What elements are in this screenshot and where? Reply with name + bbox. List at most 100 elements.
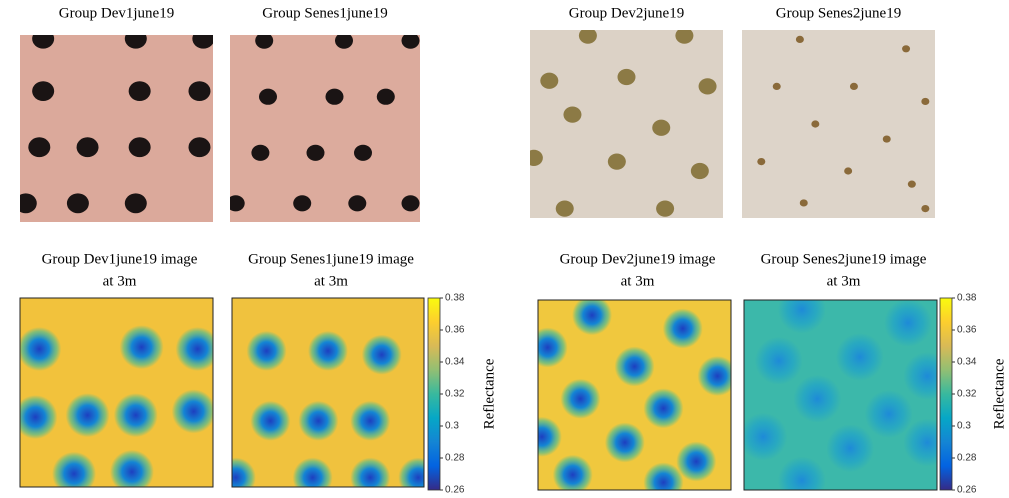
colorbar — [939, 297, 953, 491]
heat-blob — [560, 378, 601, 419]
colorbar-tick-label: 0.38 — [957, 293, 977, 304]
heat-blob — [65, 393, 110, 438]
heat-blob — [20, 327, 62, 372]
heatmap-frame — [19, 297, 214, 488]
plant — [188, 137, 211, 158]
heat-blob — [361, 334, 402, 375]
heat-blob — [20, 395, 58, 440]
plant — [540, 72, 559, 89]
plant — [32, 35, 55, 49]
plant — [348, 195, 367, 212]
heat-blob — [398, 457, 424, 487]
heat-blob — [538, 416, 562, 457]
heat-blob — [232, 457, 256, 487]
colorbar-tick-label: 0.26 — [957, 485, 977, 496]
heatmap-title: Group Senes2june19 image — [761, 251, 927, 267]
colorbar-tick-label: 0.36 — [445, 325, 465, 336]
plant — [921, 205, 930, 213]
heat-blob — [298, 400, 339, 441]
heat-blob — [697, 356, 731, 396]
heatmap-title: Group Senes1june19 image — [248, 251, 414, 267]
plant — [795, 35, 804, 44]
heat-blob — [175, 327, 213, 372]
heatmap-title: Group Dev2june19 image — [560, 251, 716, 267]
plant — [76, 137, 99, 158]
plant — [563, 106, 582, 123]
heat-blob — [777, 456, 826, 490]
plant — [335, 35, 353, 49]
heat-blob — [113, 393, 158, 438]
panels: Group Dev1june19 Group Senes1june19 Group … — [19, 5, 1007, 496]
plant — [66, 193, 89, 214]
plant — [555, 200, 574, 217]
colorbar-tick-label: 0.3 — [445, 421, 459, 432]
heat-blob — [171, 389, 213, 434]
heat-blob — [308, 330, 348, 371]
photo-image — [20, 35, 213, 214]
photo-title: Group Dev1june19 — [59, 5, 174, 21]
colorbar-tick-label: 0.26 — [445, 485, 465, 496]
plant — [325, 88, 344, 105]
plant — [124, 193, 147, 214]
photo-image — [757, 35, 930, 213]
heatmap-title: at 3m — [314, 273, 348, 289]
plant — [124, 35, 147, 49]
heatmap-title: at 3m — [827, 273, 861, 289]
photo-image — [530, 30, 717, 217]
plant — [811, 120, 820, 128]
plant — [844, 167, 853, 175]
heat-blob — [903, 418, 937, 467]
heat-blob — [903, 352, 937, 400]
heat-blob — [552, 454, 593, 490]
heatmap-frame — [537, 299, 732, 491]
heat-blob — [662, 308, 703, 349]
plant — [772, 82, 781, 90]
colorbar-tick-label: 0.28 — [957, 453, 977, 464]
plant — [921, 97, 930, 106]
heat-blob — [884, 300, 933, 347]
plant — [230, 195, 245, 212]
photo-image — [230, 35, 420, 212]
plant — [128, 81, 151, 101]
plant — [607, 153, 626, 170]
heat-blob — [350, 457, 391, 487]
heat-blob — [572, 300, 613, 336]
photo-background — [20, 35, 213, 222]
plant — [757, 158, 766, 166]
plant — [293, 195, 312, 212]
plant — [259, 88, 277, 105]
colorbar-tick-label: 0.3 — [957, 421, 971, 432]
plant — [907, 180, 916, 188]
photo-background — [742, 30, 935, 218]
heat-blob — [643, 388, 684, 429]
heat-blob — [643, 462, 684, 490]
heat-blob — [864, 390, 913, 438]
plant — [376, 88, 395, 105]
heat-blob — [246, 330, 287, 371]
heatmap-image — [20, 325, 213, 487]
heat-blob — [777, 300, 826, 334]
heat-blob — [614, 346, 655, 387]
heatmap-frame — [743, 299, 938, 491]
heat-blob — [119, 325, 164, 370]
heat-blob — [604, 422, 645, 463]
plant — [401, 195, 420, 212]
plant — [255, 35, 274, 49]
colorbar-tick-label: 0.28 — [445, 453, 465, 464]
heat-blob — [744, 412, 788, 461]
heat-blob — [676, 441, 717, 482]
plant — [20, 193, 37, 214]
heat-blob — [538, 327, 568, 368]
plant — [849, 82, 858, 90]
heat-blob — [52, 451, 97, 487]
photo-title: Group Senes2june19 — [776, 5, 901, 21]
plant — [530, 149, 543, 166]
heat-blob — [793, 374, 842, 423]
colorbar-tick-label: 0.34 — [957, 357, 977, 368]
plant — [28, 137, 51, 158]
colorbar-tick-label: 0.38 — [445, 293, 465, 304]
heat-blob — [350, 400, 391, 441]
heatmap-frame — [231, 297, 425, 488]
plant — [902, 45, 911, 53]
heatmap-title: at 3m — [103, 273, 137, 289]
